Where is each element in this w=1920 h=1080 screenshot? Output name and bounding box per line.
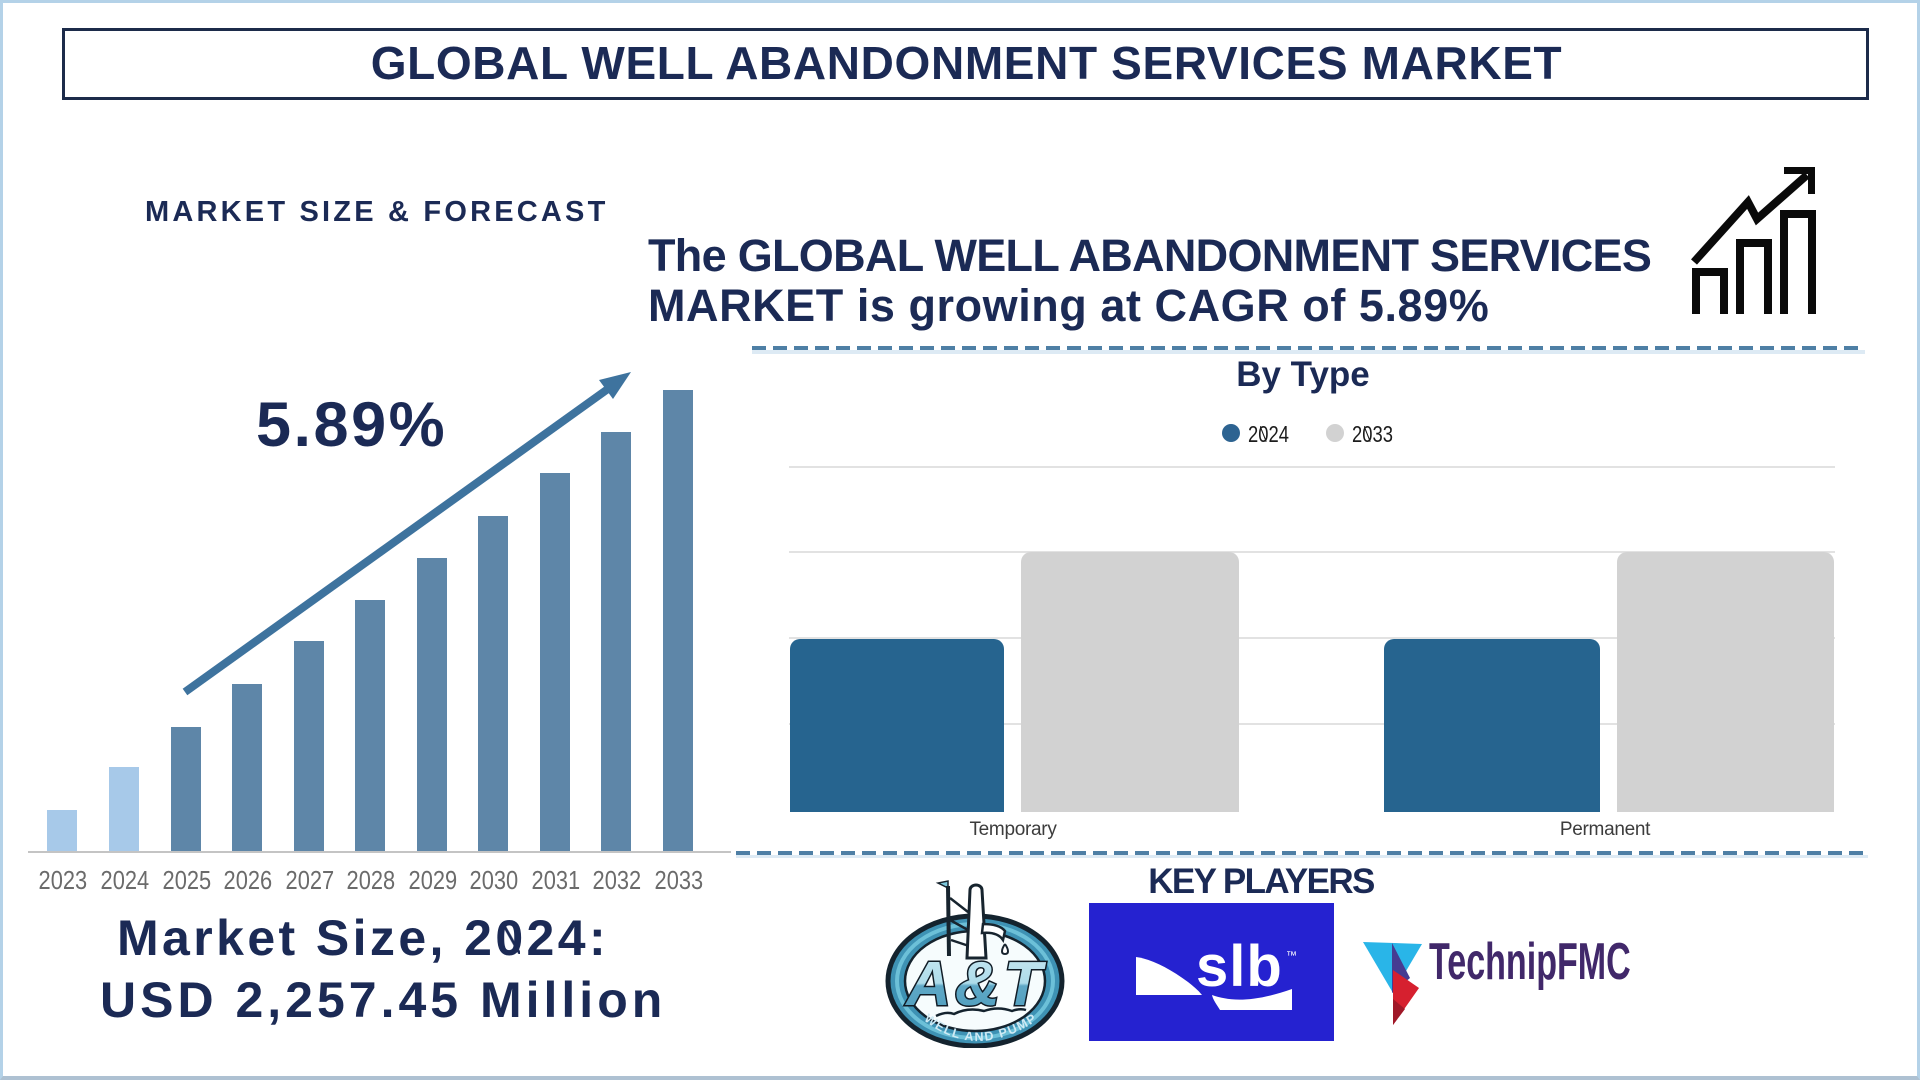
svg-text:slb: slb [1196, 934, 1283, 999]
svg-text:A&T: A&T [904, 950, 1047, 1019]
svg-text:TechnipFMC: TechnipFMC [1429, 935, 1631, 991]
svg-text:™: ™ [1286, 950, 1297, 962]
